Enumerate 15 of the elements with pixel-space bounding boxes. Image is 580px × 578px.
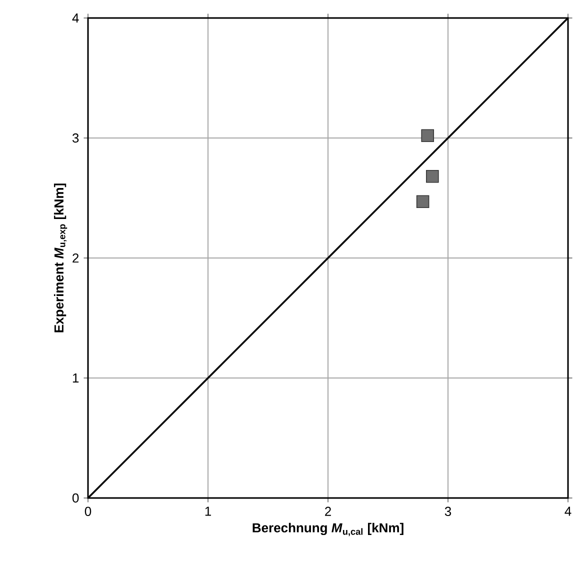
y-tick-label: 0	[72, 493, 79, 503]
y-axis-title: Experiment M$_{u,exp}$ [kNm]	[54, 184, 68, 332]
x-tick-label: 2	[325, 506, 331, 516]
x-axis-title: Berechnung M$_{u,cal}$ [kNm]	[252, 522, 404, 536]
y-tick-label: 4	[72, 14, 79, 22]
point	[421, 129, 434, 142]
y-tick-label: 1	[72, 374, 79, 382]
point	[426, 170, 439, 183]
x-tick-label: 1	[205, 506, 211, 516]
y-tick-label: 2	[72, 253, 79, 263]
x-tick-label: 0	[84, 506, 92, 516]
x-tick-label: 4	[564, 506, 572, 516]
y-tick-label: 3	[72, 133, 79, 143]
x-tick-label: 3	[444, 506, 452, 516]
point	[416, 195, 430, 208]
